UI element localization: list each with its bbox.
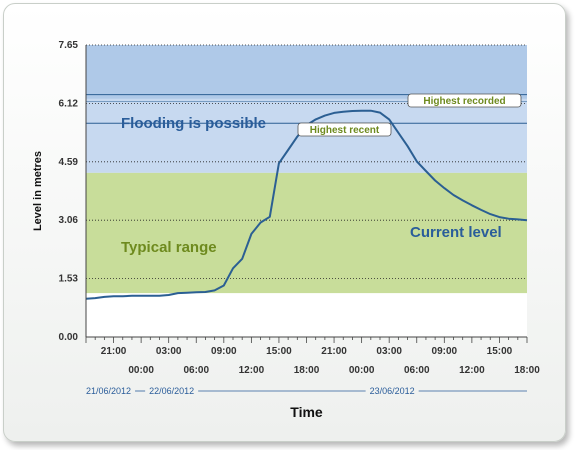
x-tick-label: 09:00 (211, 346, 237, 357)
date-label: 22/06/2012 (149, 386, 194, 396)
band-label-1: Typical range (121, 239, 217, 256)
y-tick-label: 6.12 (59, 98, 79, 109)
y-tick-label: 3.06 (59, 215, 79, 226)
y-axis-label: Level in metres (32, 151, 44, 231)
x-tick-label: 18:00 (294, 365, 320, 376)
x-tick-label: 21:00 (101, 346, 127, 357)
date-label: 23/06/2012 (370, 386, 415, 396)
band-label-0: Flooding is possible (121, 115, 266, 132)
x-tick-label: 03:00 (156, 346, 182, 357)
callout-box-1 (297, 122, 392, 137)
series-label-current-level: Current level (410, 224, 502, 241)
x-tick-label: 06:00 (404, 365, 430, 376)
x-tick-label: 09:00 (432, 346, 458, 357)
x-tick-label: 21:00 (321, 346, 347, 357)
y-tick-label: 0.00 (59, 332, 79, 343)
y-tick-label: 4.59 (59, 157, 79, 168)
x-tick-label: 00:00 (349, 365, 375, 376)
callout-text-1: Highest recent (310, 125, 380, 136)
band-1 (86, 172, 527, 294)
x-tick-label: 15:00 (266, 346, 292, 357)
x-tick-label: 15:00 (487, 346, 513, 357)
x-tick-label: 18:00 (514, 365, 540, 376)
x-tick-label: 12:00 (239, 365, 265, 376)
x-axis-label: Time (290, 404, 323, 420)
callout-box-0 (407, 93, 522, 108)
callout-text-0: Highest recorded (423, 96, 505, 107)
y-tick-label: 7.65 (59, 40, 79, 51)
y-tick-label: 1.53 (59, 274, 79, 285)
date-label: 21/06/2012 (86, 386, 131, 396)
x-tick-label: 03:00 (376, 346, 402, 357)
x-tick-label: 06:00 (183, 365, 209, 376)
band-top-shade-0 (86, 45, 527, 99)
x-tick-label: 12:00 (459, 365, 485, 376)
x-tick-label: 00:00 (128, 365, 154, 376)
